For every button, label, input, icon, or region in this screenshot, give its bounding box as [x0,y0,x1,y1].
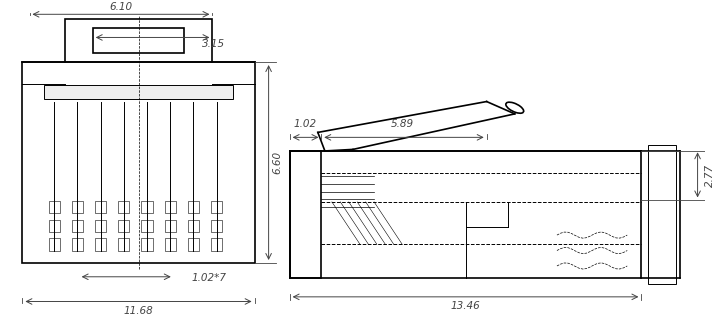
Bar [141,201,153,213]
Text: 1.02: 1.02 [294,119,316,129]
Bar [72,201,83,213]
Text: 5.89: 5.89 [391,119,414,129]
Bar [165,201,176,213]
Bar [290,151,642,278]
Bar [141,238,153,251]
Text: 6.10: 6.10 [110,2,132,12]
Bar [95,220,106,232]
Bar [649,145,677,284]
Bar [95,238,106,251]
Bar [290,151,321,278]
Bar [188,220,199,232]
Text: 1.02*7: 1.02*7 [191,273,226,283]
Bar [118,220,130,232]
Bar [49,201,59,213]
Bar [165,220,176,232]
Bar [118,201,130,213]
Text: 6.60: 6.60 [272,151,282,174]
Bar [188,238,199,251]
Bar [165,238,176,251]
Bar [211,201,222,213]
Bar [93,28,184,53]
Text: 2.77: 2.77 [705,164,715,187]
Bar [49,220,59,232]
Text: 3.15: 3.15 [202,39,225,49]
Text: 11.68: 11.68 [124,306,153,316]
Bar [22,62,255,263]
Text: 13.46: 13.46 [450,301,480,311]
Bar [211,220,222,232]
Bar [72,238,83,251]
Bar [188,201,199,213]
Bar [49,238,59,251]
Bar [64,19,213,62]
Bar [118,238,130,251]
Bar [211,238,222,251]
Bar [44,85,233,99]
Bar [95,201,106,213]
Bar [72,220,83,232]
Bar [141,220,153,232]
